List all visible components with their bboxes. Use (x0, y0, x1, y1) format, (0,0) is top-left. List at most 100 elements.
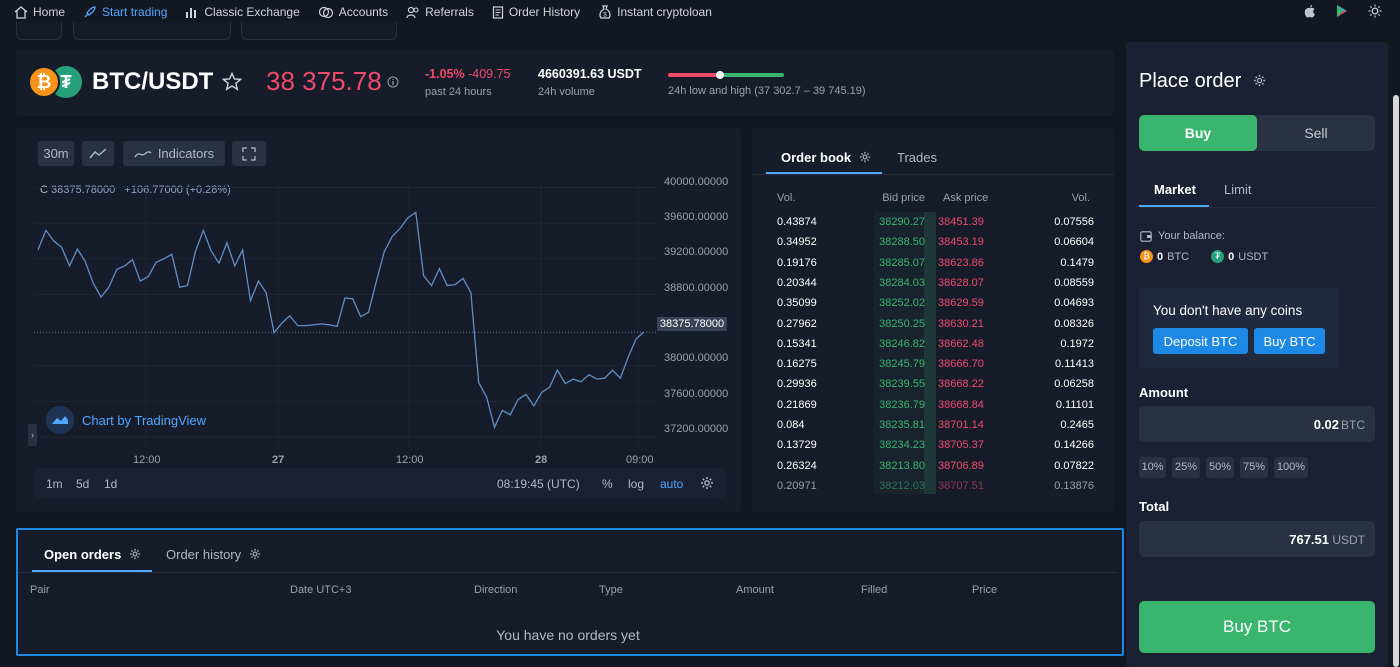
buy-btc-small-button[interactable]: Buy BTC (1254, 328, 1325, 354)
percent-25-button[interactable]: 25% (1172, 457, 1200, 478)
order-book-row[interactable]: 0.084 38235.81 38701.14 0.2465 (752, 415, 1114, 435)
nav-accounts[interactable]: Accounts (318, 5, 388, 19)
tab-order-history[interactable]: Order history (166, 547, 261, 562)
submit-buy-btc-button[interactable]: Buy BTC (1139, 601, 1375, 653)
range-1m-button[interactable]: 1m (46, 477, 63, 491)
auto-scale-button[interactable]: auto (660, 477, 684, 491)
order-book-row[interactable]: 0.26324 38213.80 38706.89 0.07822 (752, 456, 1114, 476)
row-ask-price: 38451.39 (938, 216, 984, 228)
column-amount: Amount (736, 584, 774, 596)
percent-50-button[interactable]: 50% (1206, 457, 1234, 478)
open-orders-settings-gear-icon[interactable] (129, 548, 141, 560)
interval-button[interactable]: 30m (38, 141, 74, 166)
percent-75-button[interactable]: 75% (1240, 457, 1268, 478)
theme-toggle-icon[interactable] (1368, 4, 1382, 18)
chart-style-button[interactable] (82, 141, 114, 166)
nav-start-trading[interactable]: Start trading (83, 5, 167, 19)
row-ask-volume: 0.07822 (1054, 459, 1094, 472)
info-icon[interactable] (387, 76, 399, 88)
apple-icon[interactable] (1304, 4, 1316, 18)
toolbar-expand-handle[interactable]: › (28, 424, 37, 446)
tradingview-attribution[interactable]: Chart by TradingView (46, 406, 206, 434)
x-tick-label: 27 (272, 454, 285, 466)
balance-label: Your balance: (1158, 230, 1225, 242)
order-book-row[interactable]: 0.35099 38252.02 38629.59 0.04693 (752, 293, 1114, 313)
ticker-header: ₿ ₮ BTC/USDT 38 375.78 -1.05% -409.75 pa… (16, 50, 1114, 116)
order-book-row[interactable]: 0.20344 38284.03 38628.07 0.08559 (752, 273, 1114, 293)
row-bid-volume: 0.20971 (777, 479, 817, 492)
tab-open-orders[interactable]: Open orders (44, 547, 141, 562)
place-order-title: Place order (1139, 70, 1266, 93)
row-bid-price: 38290.27 (879, 216, 925, 228)
market-tab-stub[interactable] (16, 22, 62, 40)
order-book-row[interactable]: 0.19176 38285.07 38623.86 0.1479 (752, 253, 1114, 273)
fullscreen-button[interactable] (232, 141, 266, 166)
row-ask-price: 38701.14 (938, 419, 984, 431)
nav-classic-exchange[interactable]: Classic Exchange (185, 5, 300, 19)
log-scale-button[interactable]: log (628, 477, 645, 491)
market-tab-stub[interactable] (241, 22, 397, 40)
chart-settings-gear-icon[interactable] (700, 476, 714, 490)
tab-market[interactable]: Market (1154, 182, 1196, 197)
order-book-row[interactable]: 0.13729 38234.23 38705.37 0.14266 (752, 435, 1114, 455)
btc-balance: 0 (1157, 250, 1164, 263)
order-book-row[interactable]: 0.16275 38245.79 38666.70 0.11413 (752, 354, 1114, 374)
amount-value[interactable]: 0.02 (1313, 417, 1339, 432)
tab-trades[interactable]: Trades (897, 150, 937, 165)
row-bid-price: 38288.50 (879, 236, 925, 249)
order-book-row[interactable]: 0.43874 38290.27 38451.39 0.07556 (752, 212, 1114, 232)
buy-toggle-button[interactable]: Buy (1139, 115, 1257, 151)
place-order-panel: Place order Buy Sell Market Limit Your b… (1126, 42, 1388, 667)
y-tick-label: 37600.00000 (664, 388, 729, 400)
percent-scale-button[interactable]: % (602, 477, 613, 491)
place-order-settings-gear-icon[interactable] (1253, 74, 1266, 87)
order-book-row[interactable]: 0.20971 38212.03 38707.51 0.13876 (752, 476, 1114, 496)
row-ask-price: 38662.48 (938, 337, 984, 350)
order-history-settings-gear-icon[interactable] (249, 548, 261, 560)
active-tab-indicator (1139, 205, 1209, 207)
percent-100-button[interactable]: 100% (1274, 457, 1308, 478)
deposit-btc-button[interactable]: Deposit BTC (1153, 328, 1248, 354)
nav-instant-cryptoloan[interactable]: $ Instant cryptoloan (598, 4, 712, 20)
volume-stat: 4660391.63 USDT 24h volume (538, 67, 642, 98)
favorite-star-icon[interactable] (222, 72, 242, 91)
row-ask-volume: 0.06604 (1054, 236, 1094, 249)
order-book-row[interactable]: 0.15341 38246.82 38662.48 0.1972 (752, 334, 1114, 354)
pair-name[interactable]: BTC/USDT (92, 68, 214, 95)
x-tick-label: 12:00 (396, 454, 424, 466)
orderbook-settings-gear-icon[interactable] (859, 151, 871, 163)
order-book-row[interactable]: 0.29936 38239.55 38668.22 0.06258 (752, 374, 1114, 394)
y-tick-label: 40000.00000 (664, 176, 729, 188)
usdt-balance: 0 (1228, 250, 1235, 263)
indicators-button[interactable]: Indicators (123, 141, 225, 166)
nav-referrals[interactable]: Referrals (406, 5, 474, 19)
page-scrollbar[interactable] (1393, 95, 1399, 667)
row-ask-volume: 0.14266 (1054, 439, 1094, 452)
price-change: -1.05% -409.75 past 24 hours (425, 67, 511, 98)
range-5d-button[interactable]: 5d (76, 477, 90, 491)
order-book-row[interactable]: 0.21869 38236.79 38668.84 0.11101 (752, 395, 1114, 415)
order-book-row[interactable]: 0.34952 38288.50 38453.19 0.06604 (752, 232, 1114, 252)
nav-home[interactable]: Home (14, 5, 65, 19)
nav-order-history[interactable]: Order History (492, 5, 580, 19)
amount-input[interactable]: 0.02 BTC (1139, 406, 1375, 442)
tab-order-book[interactable]: Order book (781, 150, 871, 165)
utc-clock[interactable]: 08:19:45 (UTC) (497, 477, 580, 491)
market-tab-stub[interactable] (73, 22, 231, 40)
row-ask-volume: 0.08559 (1054, 276, 1094, 289)
percent-10-button[interactable]: 10% (1139, 457, 1166, 478)
change-label: past 24 hours (425, 86, 492, 98)
sell-toggle-button[interactable]: Sell (1304, 125, 1328, 141)
tab-limit[interactable]: Limit (1224, 182, 1252, 197)
google-play-icon[interactable] (1336, 4, 1348, 18)
total-input[interactable]: 767.51 USDT (1139, 521, 1375, 557)
total-value[interactable]: 767.51 (1289, 532, 1329, 547)
row-bid-volume: 0.13729 (777, 439, 817, 452)
price-line-chart[interactable] (16, 128, 656, 448)
row-ask-price: 38630.21 (938, 317, 984, 330)
btc-unit: BTC (1167, 250, 1190, 263)
range-1d-button[interactable]: 1d (104, 477, 118, 491)
row-ask-volume: 0.06258 (1054, 378, 1094, 391)
order-book-row[interactable]: 0.27962 38250.25 38630.21 0.08326 (752, 314, 1114, 334)
document-icon (492, 5, 503, 19)
